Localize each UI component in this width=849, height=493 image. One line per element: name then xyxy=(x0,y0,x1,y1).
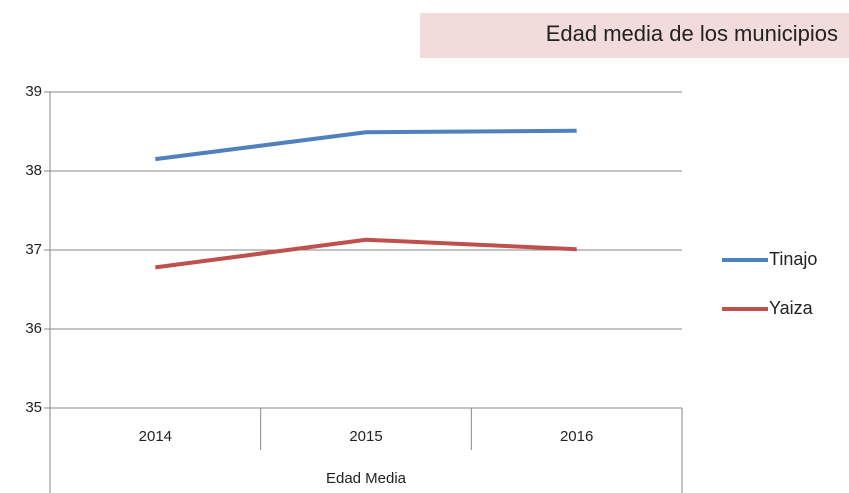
line-series xyxy=(155,237,577,270)
chart-title: Edad media de los municipios xyxy=(546,21,838,46)
title-box xyxy=(420,13,849,58)
y-tick-label: 35 xyxy=(25,399,42,416)
x-tick-label: 2016 xyxy=(560,428,593,445)
y-tick-label: 39 xyxy=(25,83,42,100)
x-tick-label: 2014 xyxy=(139,428,172,445)
y-tick-label: 37 xyxy=(25,241,42,258)
legend-label: Yaiza xyxy=(769,298,814,318)
x-axis-label: Edad Media xyxy=(326,470,407,487)
legend-label: Tinajo xyxy=(769,249,817,269)
y-tick-label: 36 xyxy=(25,320,42,337)
x-tick-label: 2015 xyxy=(349,428,382,445)
y-tick-label: 38 xyxy=(25,162,42,179)
line-series xyxy=(155,128,577,162)
